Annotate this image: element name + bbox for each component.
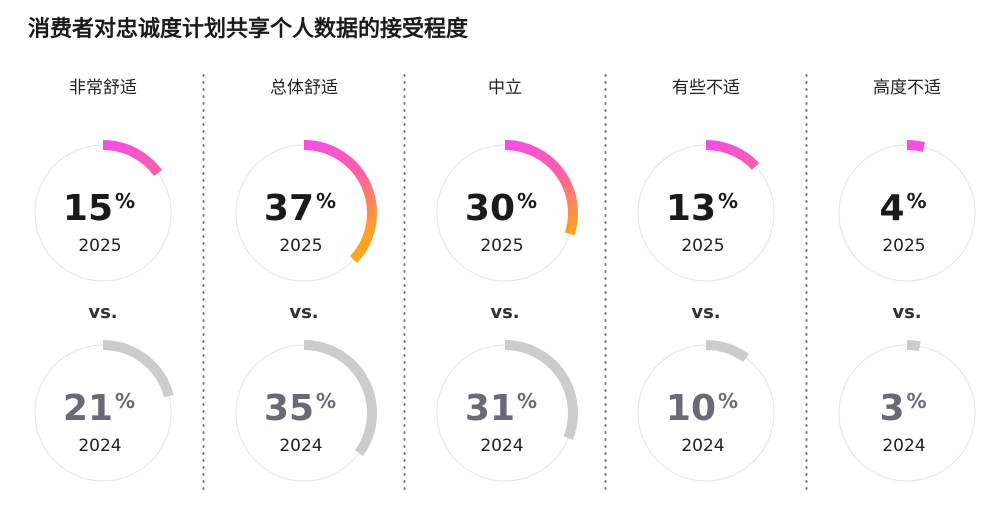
value-label: 10%	[666, 388, 738, 429]
value-number: 13	[666, 188, 716, 229]
ring-arc	[705, 140, 760, 170]
value-number: 4	[879, 188, 904, 229]
comparison-label: vs.	[88, 302, 117, 323]
value-number: 35	[264, 388, 314, 429]
value-unit: %	[517, 389, 537, 413]
ring-arc	[102, 340, 174, 398]
category-label: 高度不适	[873, 78, 941, 98]
value-number: 15	[63, 188, 113, 229]
value-number: 3	[879, 388, 904, 429]
comparison-label: vs.	[691, 302, 720, 323]
year-label: 2024	[681, 436, 724, 456]
value-number: 30	[465, 188, 515, 229]
category-label: 中立	[488, 78, 522, 98]
ring-track	[838, 344, 976, 482]
year-label: 2025	[480, 236, 523, 256]
ring-track	[838, 144, 976, 282]
category-label: 有些不适	[672, 78, 740, 98]
ring-arc	[705, 340, 749, 363]
value-label: 37%	[264, 188, 336, 229]
value-label: 21%	[63, 388, 135, 429]
value-unit: %	[907, 389, 927, 413]
comparison-label: vs.	[490, 302, 519, 323]
category-label: 总体舒适	[270, 78, 338, 98]
ring-arc	[102, 140, 163, 177]
category-label: 非常舒适	[69, 78, 137, 98]
value-unit: %	[718, 389, 738, 413]
value-unit: %	[316, 189, 336, 213]
value-label: 4%	[879, 188, 926, 229]
year-label: 2024	[78, 436, 121, 456]
value-label: 35%	[264, 388, 336, 429]
value-unit: %	[907, 189, 927, 213]
value-label: 3%	[879, 388, 926, 429]
ring-arc	[906, 340, 921, 352]
value-label: 31%	[465, 388, 537, 429]
ring-arc	[303, 140, 377, 263]
comparison-label: vs.	[892, 302, 921, 323]
value-unit: %	[517, 189, 537, 213]
ring-arc	[504, 340, 578, 440]
year-label: 2025	[279, 236, 322, 256]
value-number: 21	[63, 388, 113, 429]
year-label: 2024	[279, 436, 322, 456]
value-number: 37	[264, 188, 314, 229]
value-unit: %	[115, 389, 135, 413]
comparison-label: vs.	[289, 302, 318, 323]
year-label: 2025	[78, 236, 121, 256]
chart-title: 消费者对忠诚度计划共享个人数据的接受程度	[28, 16, 469, 42]
value-unit: %	[115, 189, 135, 213]
value-label: 30%	[465, 188, 537, 229]
value-label: 13%	[666, 188, 738, 229]
ring-arc	[303, 340, 377, 456]
ring-arc	[906, 140, 926, 153]
value-number: 10	[666, 388, 716, 429]
year-label: 2025	[882, 236, 925, 256]
value-number: 31	[465, 388, 515, 429]
year-label: 2024	[882, 436, 925, 456]
value-unit: %	[316, 389, 336, 413]
value-unit: %	[718, 189, 738, 213]
value-label: 15%	[63, 188, 135, 229]
ring-arc	[504, 140, 578, 236]
year-label: 2025	[681, 236, 724, 256]
year-label: 2024	[480, 436, 523, 456]
